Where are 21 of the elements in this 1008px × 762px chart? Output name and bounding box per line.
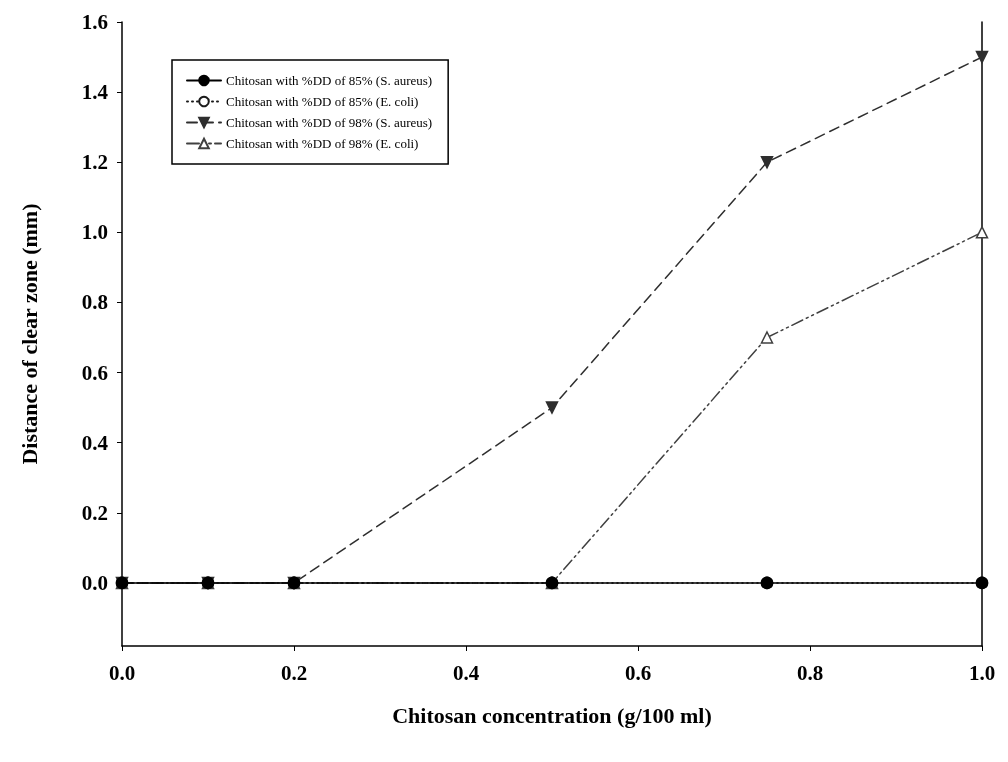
x-axis-title: Chitosan concentration (g/100 ml) <box>392 702 712 728</box>
x-tick-label: 0.6 <box>624 660 652 685</box>
legend-label: Chitosan with %DD of 98% (E. coli) <box>226 136 419 151</box>
y-tick-label: 0.4 <box>81 430 109 455</box>
y-axis-title: Distance of clear zone (mm) <box>16 203 42 465</box>
x-tick-label: 0.0 <box>108 660 136 685</box>
legend-label: Chitosan with %DD of 85% (E. coli) <box>226 94 419 109</box>
x-tick-label: 1.0 <box>968 660 996 685</box>
y-tick-label: 1.4 <box>81 80 109 105</box>
x-tick-label: 0.4 <box>452 660 480 685</box>
legend-label: Chitosan with %DD of 98% (S. aureus) <box>226 115 433 130</box>
y-tick-label: 0.0 <box>81 570 108 595</box>
y-tick-label: 1.2 <box>81 150 108 175</box>
y-tick-label: 0.2 <box>81 500 108 525</box>
x-tick-label: 0.8 <box>796 660 824 685</box>
y-tick-label: 0.8 <box>81 290 108 315</box>
x-tick-label: 0.2 <box>280 660 308 685</box>
y-tick-label: 1.6 <box>81 10 108 34</box>
y-tick-label: 1.0 <box>81 220 108 245</box>
y-tick-label: 0.6 <box>81 360 108 385</box>
legend-label: Chitosan with %DD of 85% (S. aureus) <box>226 73 433 88</box>
